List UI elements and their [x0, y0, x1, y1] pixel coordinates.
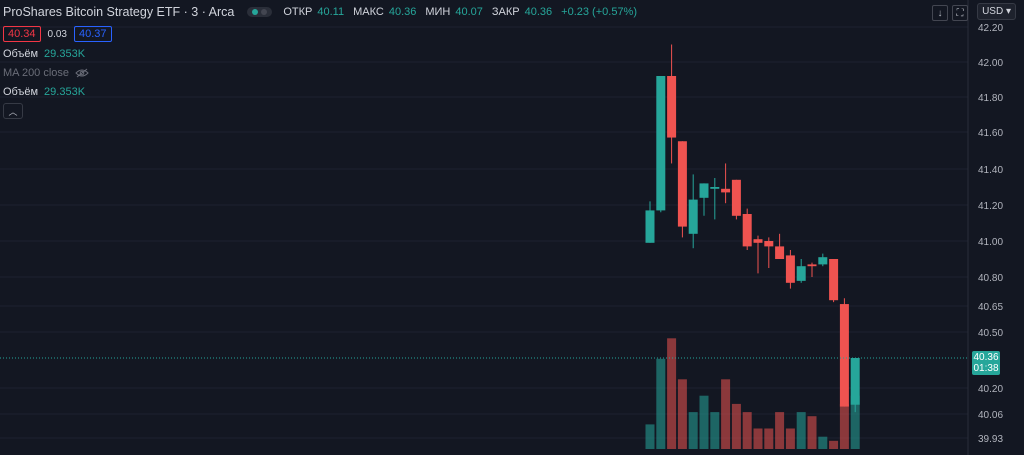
price-tick-label: 42.20	[978, 23, 1003, 34]
volume-bar	[742, 412, 752, 449]
last-price-tag: 40.36 01:38	[972, 351, 1000, 375]
scroll-to-realtime-button[interactable]: ↓	[932, 5, 948, 21]
eye-hidden-icon[interactable]	[75, 68, 89, 78]
volume-bars	[645, 338, 860, 449]
candle-body[interactable]	[807, 264, 817, 267]
volume-bar	[699, 395, 709, 449]
change-value: +0.23 (+0.57%)	[561, 6, 638, 18]
collapse-legend-button[interactable]: ︿	[3, 103, 23, 119]
price-tick-label: 40.20	[978, 384, 1003, 395]
indicator-label: MA 200 close	[3, 67, 70, 79]
spread-value: 0.03	[47, 28, 67, 40]
volume-bar	[710, 412, 720, 449]
volume-bar	[667, 338, 677, 449]
ohlc-low-value: 40.07	[455, 6, 483, 18]
sell-price-button[interactable]: 40.34	[3, 26, 41, 42]
candle-body[interactable]	[699, 183, 709, 198]
candle-body[interactable]	[645, 210, 655, 243]
indicator-ma200[interactable]: MA 200 close	[3, 66, 641, 80]
fullscreen-button[interactable]: ⛶	[952, 5, 968, 21]
volume-bar	[818, 436, 828, 449]
volume-bar	[731, 403, 741, 449]
candle-body[interactable]	[775, 246, 785, 259]
currency-label: USD	[982, 6, 1004, 17]
candle-body[interactable]	[850, 358, 860, 405]
volume-bar	[829, 440, 839, 449]
price-tick-label: 41.40	[978, 165, 1003, 176]
price-tick-label: 42.00	[978, 58, 1003, 69]
symbol-header: ProShares Bitcoin Strategy ETF · 3 · Arc…	[3, 3, 641, 21]
ohlc-open-value: 40.11	[317, 6, 345, 18]
ohlc-close-label: ЗАКР	[491, 6, 520, 18]
indicator-value: 29.353K	[44, 86, 86, 98]
candle-body[interactable]	[764, 241, 774, 247]
candle-body[interactable]	[688, 199, 698, 234]
last-price-value: 40.36	[973, 352, 999, 363]
volume-bar	[721, 379, 731, 449]
indicator-value: 29.353K	[44, 48, 86, 60]
price-tick-label: 41.20	[978, 201, 1003, 212]
buy-price-button[interactable]: 40.37	[74, 26, 112, 42]
candles	[645, 44, 860, 413]
price-tick-label: 41.60	[978, 128, 1003, 139]
ohlc-high-label: МАКС	[353, 6, 384, 18]
ohlc-close-value: 40.36	[524, 6, 553, 18]
ohlc-low-label: МИН	[425, 6, 451, 18]
volume-bar	[807, 416, 817, 449]
price-tick-label: 40.80	[978, 273, 1003, 284]
volume-bar	[753, 428, 763, 449]
volume-bar	[796, 412, 806, 449]
price-tick-label: 41.00	[978, 237, 1003, 248]
arrow-down-icon: ↓	[937, 7, 943, 19]
price-tick-label: 41.80	[978, 93, 1003, 104]
candle-body[interactable]	[785, 255, 795, 283]
chart-legend: ProShares Bitcoin Strategy ETF · 3 · Arc…	[3, 3, 641, 119]
price-tick-label: 40.50	[978, 328, 1003, 339]
price-tick-label: 40.06	[978, 410, 1003, 421]
symbol-title[interactable]: ProShares Bitcoin Strategy ETF · 3 · Arc…	[3, 5, 235, 19]
volume-bar	[645, 424, 655, 449]
candle-body[interactable]	[677, 141, 687, 227]
volume-bar	[688, 412, 698, 449]
candle-body[interactable]	[742, 214, 752, 247]
market-status-pill[interactable]	[247, 7, 273, 17]
indicator-label: Объём	[3, 86, 39, 98]
volume-bar	[775, 412, 785, 449]
volume-bar	[764, 428, 774, 449]
candle-body[interactable]	[818, 257, 828, 265]
candle-body[interactable]	[796, 266, 806, 281]
indicator-volume-2[interactable]: Объём 29.353K	[3, 85, 641, 99]
candle-body[interactable]	[839, 304, 849, 407]
market-open-icon	[252, 9, 259, 15]
ohlc-high-value: 40.36	[388, 6, 417, 18]
candle-body[interactable]	[731, 179, 741, 216]
candle-body[interactable]	[710, 187, 720, 189]
candle-body[interactable]	[721, 188, 731, 193]
volume-bar	[656, 358, 666, 449]
price-tick-label: 39.93	[978, 434, 1003, 445]
price-axis-ticks: 42.20 42.00 41.80 41.60 41.40 41.20 41.00 40.80…	[978, 23, 1003, 445]
price-tick-label: 40.65	[978, 302, 1003, 313]
chevron-up-icon: ︿	[8, 106, 18, 117]
chevron-down-icon: ▾	[1005, 6, 1011, 17]
currency-select[interactable]: USD ▾	[977, 3, 1016, 20]
candle-body[interactable]	[667, 76, 677, 138]
candle-body[interactable]	[656, 76, 666, 211]
candle-body[interactable]	[829, 259, 839, 301]
indicator-volume-1[interactable]: Объём 29.353K	[3, 47, 641, 61]
candle-body[interactable]	[753, 239, 763, 243]
bid-ask-row: 40.34 0.03 40.37	[3, 26, 641, 42]
grid-lines	[0, 26, 968, 439]
volume-bar	[839, 403, 849, 449]
indicator-label: Объём	[3, 48, 39, 60]
bar-countdown: 01:38	[973, 363, 999, 374]
volume-bar	[850, 395, 860, 449]
maximize-icon: ⛶	[956, 7, 964, 19]
volume-bar	[785, 428, 795, 449]
volume-bar	[677, 379, 687, 449]
ohlc-open-label: ОТКР	[283, 6, 313, 18]
status-dot-icon	[261, 9, 268, 15]
